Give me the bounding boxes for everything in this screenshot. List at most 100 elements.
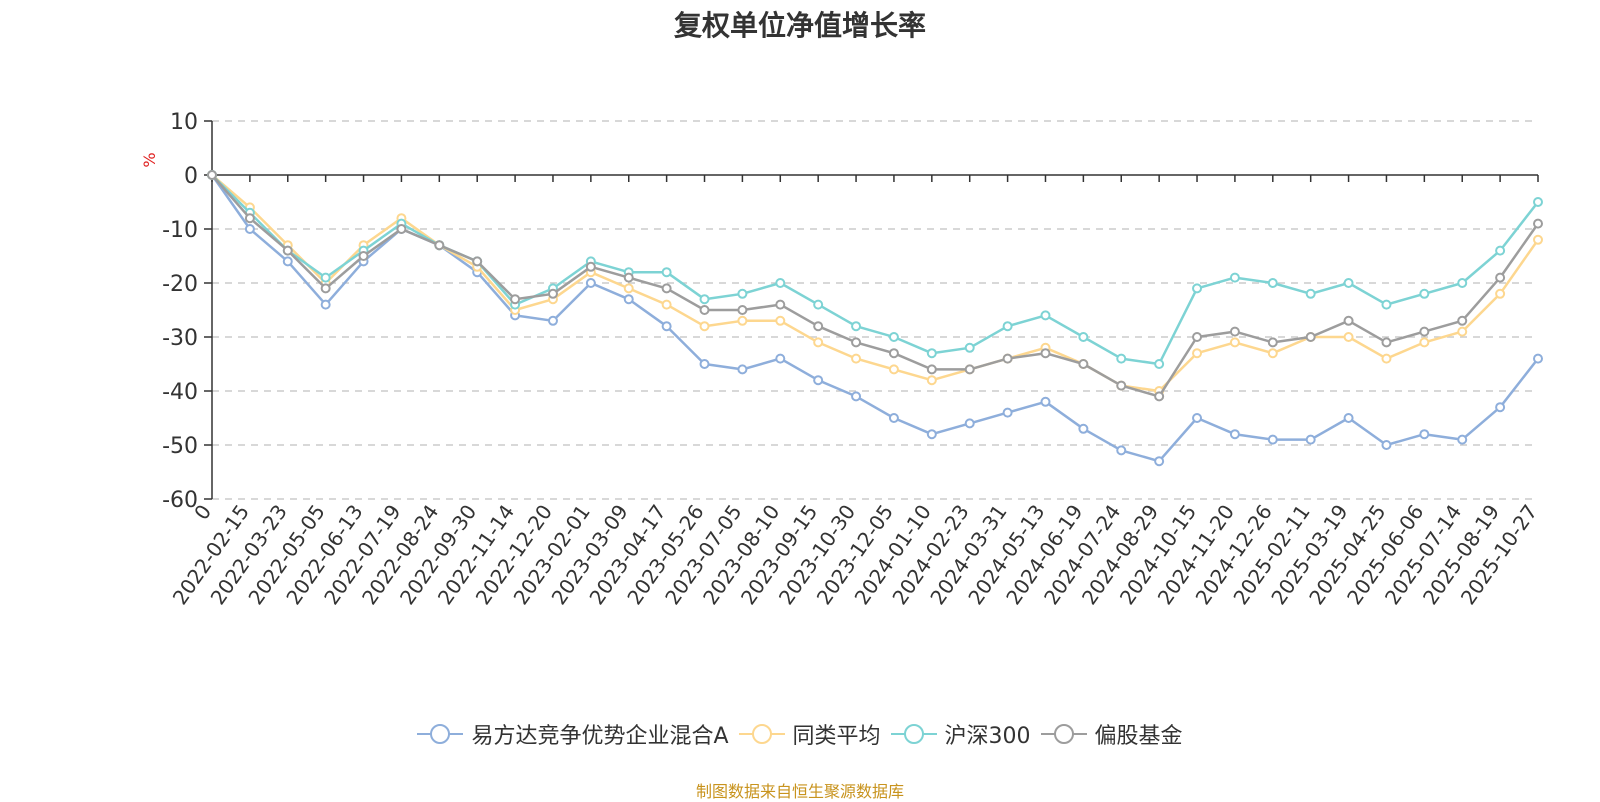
data-point[interactable] [1229, 429, 1240, 440]
data-point[interactable] [244, 213, 255, 224]
data-point[interactable] [661, 283, 672, 294]
data-point[interactable] [1078, 332, 1089, 342]
data-point[interactable] [1533, 197, 1543, 207]
data-point[interactable] [661, 299, 672, 310]
data-point[interactable] [1305, 288, 1316, 299]
data-point[interactable] [737, 364, 748, 375]
data-point[interactable] [1419, 429, 1430, 440]
data-point[interactable] [964, 342, 975, 353]
data-point[interactable] [244, 224, 255, 234]
data-point[interactable] [1457, 434, 1468, 445]
data-point[interactable] [888, 332, 899, 342]
data-point[interactable] [585, 278, 596, 288]
data-point[interactable] [813, 375, 824, 386]
data-point[interactable] [1457, 326, 1468, 337]
data-point[interactable] [623, 283, 634, 294]
data-point[interactable] [775, 299, 786, 310]
data-point[interactable] [1040, 310, 1051, 321]
data-point[interactable] [926, 429, 937, 440]
data-point[interactable] [1192, 283, 1203, 294]
data-point[interactable] [1078, 423, 1089, 434]
data-point[interactable] [547, 315, 558, 326]
data-point[interactable] [1229, 272, 1240, 283]
data-point[interactable] [1229, 326, 1240, 337]
data-point[interactable] [1116, 380, 1127, 391]
data-point[interactable] [396, 224, 407, 234]
data-point[interactable] [1154, 456, 1165, 467]
legend-item[interactable]: 易方达竞争优势企业混合A [417, 718, 729, 750]
data-point[interactable] [510, 294, 521, 305]
data-point[interactable] [1267, 348, 1278, 359]
data-point[interactable] [661, 321, 672, 332]
data-point[interactable] [699, 359, 710, 369]
data-point[interactable] [1192, 332, 1203, 342]
data-point[interactable] [434, 240, 445, 251]
data-point[interactable] [1495, 288, 1506, 299]
data-point[interactable] [585, 261, 596, 272]
legend-item[interactable]: 同类平均 [738, 718, 881, 750]
data-point[interactable] [964, 418, 975, 429]
data-point[interactable] [1533, 218, 1543, 229]
data-point[interactable] [1495, 245, 1506, 256]
data-point[interactable] [1040, 396, 1051, 407]
data-point[interactable] [775, 278, 786, 288]
legend-item[interactable]: 沪深300 [890, 718, 1031, 750]
data-point[interactable] [1419, 337, 1430, 348]
data-point[interactable] [1381, 299, 1392, 310]
data-point[interactable] [1305, 332, 1316, 342]
data-point[interactable] [1381, 353, 1392, 364]
data-point[interactable] [320, 299, 331, 310]
data-point[interactable] [207, 170, 217, 180]
data-point[interactable] [888, 364, 899, 375]
data-point[interactable] [813, 321, 824, 332]
data-point[interactable] [926, 364, 937, 375]
data-point[interactable] [1267, 434, 1278, 445]
data-point[interactable] [1192, 413, 1203, 423]
data-point[interactable] [320, 272, 331, 283]
data-point[interactable] [1343, 413, 1354, 423]
data-point[interactable] [1229, 337, 1240, 348]
data-point[interactable] [813, 337, 824, 348]
data-point[interactable] [737, 288, 748, 299]
data-point[interactable] [926, 375, 937, 386]
data-point[interactable] [851, 337, 862, 348]
data-point[interactable] [623, 272, 634, 283]
data-point[interactable] [699, 294, 710, 305]
data-point[interactable] [1154, 359, 1165, 369]
data-point[interactable] [1381, 440, 1392, 450]
data-point[interactable] [1495, 402, 1506, 413]
data-point[interactable] [888, 413, 899, 423]
data-point[interactable] [699, 321, 710, 332]
data-point[interactable] [926, 348, 937, 359]
data-point[interactable] [472, 256, 483, 267]
data-point[interactable] [737, 315, 748, 326]
data-point[interactable] [1267, 278, 1278, 288]
data-point[interactable] [813, 299, 824, 310]
data-point[interactable] [964, 364, 975, 375]
data-point[interactable] [851, 391, 862, 402]
data-point[interactable] [1002, 353, 1013, 364]
data-point[interactable] [1192, 348, 1203, 359]
data-point[interactable] [1457, 278, 1468, 288]
data-point[interactable] [358, 251, 369, 261]
data-point[interactable] [282, 256, 293, 267]
data-point[interactable] [1154, 391, 1165, 402]
data-point[interactable] [851, 353, 862, 364]
data-point[interactable] [775, 353, 786, 364]
data-point[interactable] [1419, 326, 1430, 337]
data-point[interactable] [661, 267, 672, 278]
data-point[interactable] [1343, 315, 1354, 326]
data-point[interactable] [1116, 353, 1127, 364]
data-point[interactable] [1533, 353, 1543, 364]
data-point[interactable] [547, 288, 558, 299]
data-point[interactable] [737, 305, 748, 315]
data-point[interactable] [851, 321, 862, 332]
data-point[interactable] [623, 294, 634, 305]
data-point[interactable] [320, 283, 331, 294]
data-point[interactable] [1495, 272, 1506, 283]
data-point[interactable] [1381, 337, 1392, 348]
data-point[interactable] [888, 348, 899, 359]
data-point[interactable] [1343, 278, 1354, 288]
data-point[interactable] [1040, 348, 1051, 359]
data-point[interactable] [1116, 445, 1127, 456]
